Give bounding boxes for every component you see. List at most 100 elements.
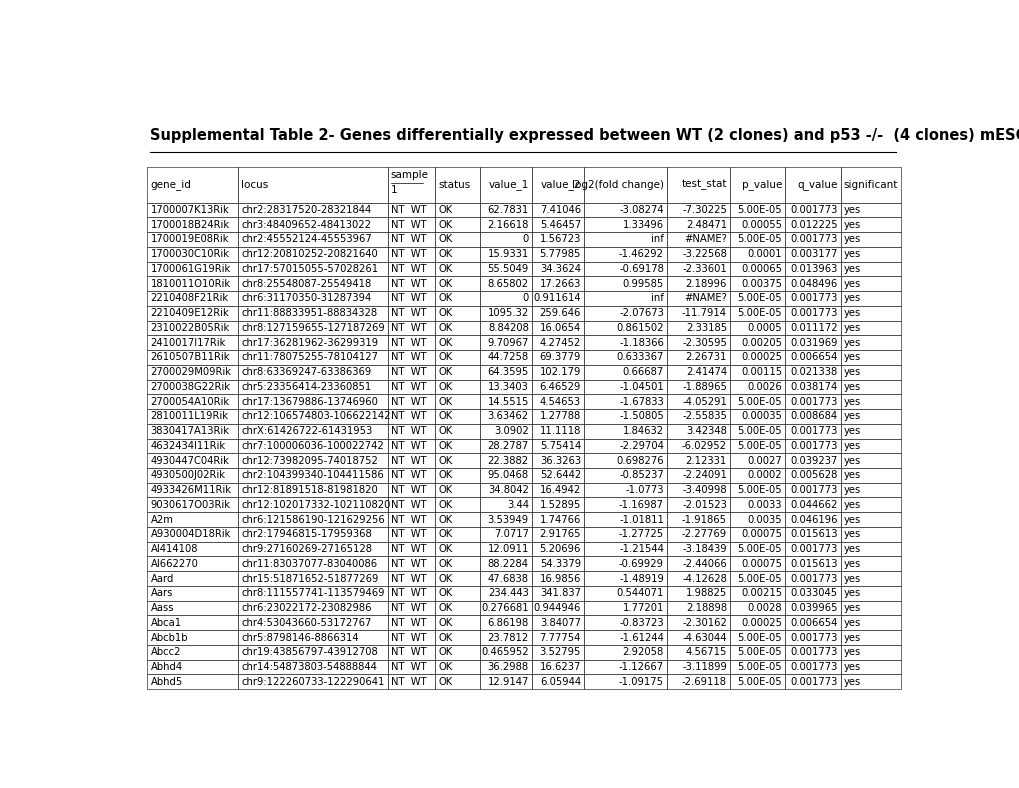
Bar <box>840 586 900 600</box>
Text: yes: yes <box>843 589 860 598</box>
Bar <box>147 306 237 321</box>
Text: 5.00E-05: 5.00E-05 <box>737 677 782 687</box>
Text: NT  WT: NT WT <box>390 677 426 687</box>
Text: yes: yes <box>843 352 860 362</box>
Bar <box>730 586 785 600</box>
Text: OK: OK <box>438 470 452 481</box>
Text: OK: OK <box>438 337 452 348</box>
Text: OK: OK <box>438 544 452 554</box>
Bar <box>435 247 479 262</box>
Bar <box>666 394 730 409</box>
Text: 0.048496: 0.048496 <box>790 279 837 288</box>
Text: 88.2284: 88.2284 <box>487 559 528 569</box>
Bar <box>237 527 387 541</box>
Bar <box>479 380 532 394</box>
Text: 0.013963: 0.013963 <box>790 264 837 274</box>
Text: -1.04501: -1.04501 <box>619 382 663 392</box>
Bar <box>785 512 840 527</box>
Bar <box>532 409 584 424</box>
Bar <box>147 424 237 438</box>
Text: 0.00065: 0.00065 <box>741 264 782 274</box>
Bar <box>785 167 840 203</box>
Text: 3.44: 3.44 <box>506 500 528 510</box>
Text: 3.0902: 3.0902 <box>493 426 528 436</box>
Bar <box>584 556 666 571</box>
Bar <box>479 630 532 645</box>
Bar <box>666 335 730 350</box>
Bar <box>584 571 666 586</box>
Text: chr8:127159655-127187269: chr8:127159655-127187269 <box>240 323 384 333</box>
Bar <box>785 630 840 645</box>
Bar <box>785 291 840 306</box>
Bar <box>237 630 387 645</box>
Text: 4.27452: 4.27452 <box>539 337 581 348</box>
Bar <box>584 586 666 600</box>
Text: 3830417A13Rik: 3830417A13Rik <box>150 426 229 436</box>
Text: OK: OK <box>438 574 452 584</box>
Text: NT  WT: NT WT <box>390 205 426 215</box>
Bar <box>435 438 479 453</box>
Bar <box>387 167 435 203</box>
Text: 0.001773: 0.001773 <box>790 234 837 244</box>
Bar <box>584 380 666 394</box>
Bar <box>666 586 730 600</box>
Text: 0.633367: 0.633367 <box>616 352 663 362</box>
Text: yes: yes <box>843 337 860 348</box>
Text: NT  WT: NT WT <box>390 470 426 481</box>
Text: NT  WT: NT WT <box>390 396 426 407</box>
Text: -1.67833: -1.67833 <box>619 396 663 407</box>
Bar <box>785 203 840 217</box>
Bar <box>147 321 237 335</box>
Text: yes: yes <box>843 485 860 495</box>
Text: 2410017I17Rik: 2410017I17Rik <box>150 337 225 348</box>
Text: -4.05291: -4.05291 <box>682 396 727 407</box>
Bar <box>435 556 479 571</box>
Bar <box>237 600 387 615</box>
Text: 1700030C10Rik: 1700030C10Rik <box>150 249 229 259</box>
Bar <box>730 350 785 365</box>
Bar <box>584 291 666 306</box>
Text: OK: OK <box>438 589 452 598</box>
Text: inf: inf <box>650 234 663 244</box>
Text: NT  WT: NT WT <box>390 249 426 259</box>
Text: -1.46292: -1.46292 <box>619 249 663 259</box>
Text: #NAME?: #NAME? <box>684 293 727 303</box>
Bar <box>147 247 237 262</box>
Bar <box>435 600 479 615</box>
Bar <box>237 350 387 365</box>
Bar <box>435 453 479 468</box>
Text: 0.001773: 0.001773 <box>790 426 837 436</box>
Bar <box>387 556 435 571</box>
Bar <box>532 335 584 350</box>
Text: -1.01811: -1.01811 <box>619 515 663 525</box>
Bar <box>785 424 840 438</box>
Text: 0.044662: 0.044662 <box>790 500 837 510</box>
Text: 0: 0 <box>522 234 528 244</box>
Text: 0.021338: 0.021338 <box>790 367 837 377</box>
Bar <box>730 262 785 277</box>
Text: 16.9856: 16.9856 <box>539 574 581 584</box>
Text: yes: yes <box>843 323 860 333</box>
Bar <box>387 306 435 321</box>
Text: 0: 0 <box>522 293 528 303</box>
Bar <box>479 409 532 424</box>
Bar <box>387 365 435 380</box>
Bar <box>237 247 387 262</box>
Bar <box>785 571 840 586</box>
Text: 0.465952: 0.465952 <box>481 647 528 657</box>
Text: 5.00E-05: 5.00E-05 <box>737 647 782 657</box>
Text: chr11:78075255-78104127: chr11:78075255-78104127 <box>240 352 378 362</box>
Bar <box>840 468 900 483</box>
Text: 69.3779: 69.3779 <box>539 352 581 362</box>
Bar <box>479 277 532 291</box>
Bar <box>237 203 387 217</box>
Text: OK: OK <box>438 426 452 436</box>
Text: 341.837: 341.837 <box>539 589 581 598</box>
Bar <box>237 277 387 291</box>
Text: chr3:48409652-48413022: chr3:48409652-48413022 <box>240 220 371 229</box>
Text: chr11:88833951-88834328: chr11:88833951-88834328 <box>240 308 377 318</box>
Text: Abcc2: Abcc2 <box>150 647 180 657</box>
Bar <box>147 394 237 409</box>
Bar <box>479 321 532 335</box>
Bar <box>147 541 237 556</box>
